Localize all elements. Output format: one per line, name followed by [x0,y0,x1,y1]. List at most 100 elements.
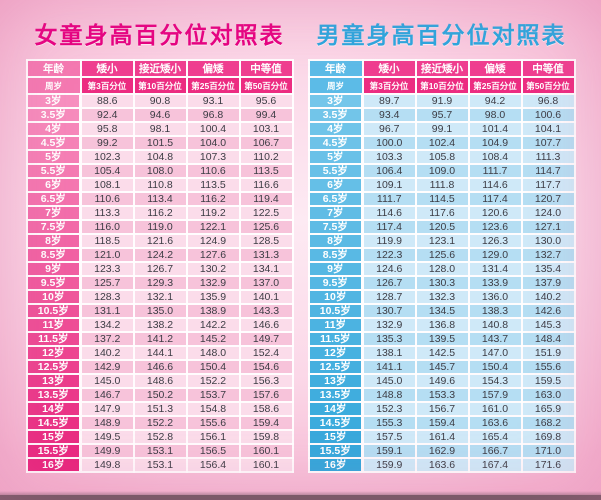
value-cell: 129.0 [467,247,523,263]
age-cell: 11岁 [25,317,82,333]
value-cell: 163.0 [520,387,576,403]
value-cell: 98.0 [467,107,523,123]
value-cell: 149.5 [79,429,135,445]
girls-row-5.5岁: 5.5岁 105.4 108.0 110.6 113.5 [25,163,294,179]
boys-row-3岁: 3岁 89.7 91.9 94.2 96.8 [307,93,576,109]
value-cell: 148.8 [361,387,417,403]
value-cell: 117.7 [520,177,576,193]
value-cell: 120.6 [467,205,523,221]
value-cell: 121.0 [79,247,135,263]
value-cell: 131.3 [238,247,294,263]
age-cell: 12岁 [25,345,82,361]
boys-row-6岁: 6岁 109.1 111.8 114.6 117.7 [307,177,576,193]
girls-row-14岁: 14岁 147.9 151.3 154.8 158.6 [25,401,294,417]
value-cell: 120.5 [414,219,470,235]
boys-percentile-header-row: 周岁 第3百分位 第10百分位 第25百分位 第50百分位 [307,76,576,95]
value-cell: 159.9 [361,457,417,473]
value-cell: 103.1 [238,121,294,137]
value-cell: 116.2 [132,205,188,221]
value-cell: 102.3 [79,149,135,165]
value-cell: 124.9 [185,233,241,249]
girls-row-13.5岁: 13.5岁 146.7 150.2 153.7 157.6 [25,387,294,403]
age-cell: 7.5岁 [25,219,82,235]
value-cell: 109.1 [361,177,417,193]
value-cell: 145.2 [185,331,241,347]
boys-row-16岁: 16岁 159.9 163.6 167.4 171.6 [307,457,576,473]
value-cell: 156.3 [238,373,294,389]
age-cell: 3.5岁 [307,107,364,123]
girls-p3-header-cell: 第3百分位 [79,76,135,95]
girls-row-7.5岁: 7.5岁 116.0 119.0 122.1 125.6 [25,219,294,235]
value-cell: 105.8 [414,149,470,165]
value-cell: 132.7 [520,247,576,263]
boys-row-5岁: 5岁 103.3 105.8 108.4 111.3 [307,149,576,165]
value-cell: 110.6 [79,191,135,207]
girls-row-10.5岁: 10.5岁 131.1 135.0 138.9 143.3 [25,303,294,319]
value-cell: 148.4 [520,331,576,347]
value-cell: 138.1 [361,345,417,361]
value-cell: 146.6 [132,359,188,375]
value-cell: 154.3 [467,373,523,389]
boys-p50-header-cell: 第50百分位 [520,76,576,95]
value-cell: 126.7 [132,261,188,277]
boys-row-5.5岁: 5.5岁 106.4 109.0 111.7 114.7 [307,163,576,179]
value-cell: 162.9 [414,443,470,459]
age-cell: 6岁 [307,177,364,193]
value-cell: 156.1 [185,429,241,445]
value-cell: 150.4 [185,359,241,375]
value-cell: 123.1 [414,233,470,249]
value-cell: 146.7 [79,387,135,403]
age-cell: 5岁 [307,149,364,165]
value-cell: 159.4 [238,415,294,431]
value-cell: 108.0 [132,163,188,179]
age-cell: 8岁 [25,233,82,249]
value-cell: 102.4 [414,135,470,151]
value-cell: 122.1 [185,219,241,235]
age-cell: 14.5岁 [307,415,364,431]
value-cell: 111.7 [361,191,417,207]
value-cell: 157.9 [467,387,523,403]
value-cell: 155.6 [185,415,241,431]
value-cell: 95.8 [79,121,135,137]
value-cell: 140.1 [238,289,294,305]
value-cell: 143.7 [467,331,523,347]
bottom-fade [0,491,601,495]
age-cell: 5.5岁 [25,163,82,179]
value-cell: 99.1 [414,121,470,137]
value-cell: 93.1 [185,93,241,109]
value-cell: 122.3 [361,247,417,263]
girls-panel: 女童身高百分位对照表 年龄 矮小 接近矮小 偏矮 中等值 周岁 第3百分位 第1… [25,8,294,473]
value-cell: 100.0 [361,135,417,151]
boys-row-13.5岁: 13.5岁 148.8 153.3 157.9 163.0 [307,387,576,403]
boys-row-4岁: 4岁 96.7 99.1 101.4 104.1 [307,121,576,137]
girls-row-7岁: 7岁 113.3 116.2 119.2 122.5 [25,205,294,221]
boys-row-11岁: 11岁 132.9 136.8 140.8 145.3 [307,317,576,333]
value-cell: 104.0 [185,135,241,151]
value-cell: 134.2 [79,317,135,333]
value-cell: 90.8 [132,93,188,109]
age-cell: 13岁 [25,373,82,389]
value-cell: 124.2 [132,247,188,263]
value-cell: 145.3 [520,317,576,333]
age-cell: 14.5岁 [25,415,82,431]
value-cell: 88.6 [79,93,135,109]
boys-row-9岁: 9岁 124.6 128.0 131.4 135.4 [307,261,576,277]
value-cell: 138.3 [467,303,523,319]
value-cell: 116.6 [238,177,294,193]
value-cell: 109.0 [414,163,470,179]
value-cell: 103.3 [361,149,417,165]
value-cell: 147.0 [467,345,523,361]
boys-age-unit-header-cell: 周岁 [307,76,364,95]
age-cell: 3.5岁 [25,107,82,123]
boys-average-header-cell: 中等值 [520,59,576,78]
girls-percentile-header-row: 周岁 第3百分位 第10百分位 第25百分位 第50百分位 [25,76,294,95]
value-cell: 126.7 [361,275,417,291]
value-cell: 114.6 [361,205,417,221]
value-cell: 114.5 [414,191,470,207]
value-cell: 94.6 [132,107,188,123]
value-cell: 153.1 [132,443,188,459]
age-cell: 8岁 [307,233,364,249]
girls-row-5岁: 5岁 102.3 104.8 107.3 110.2 [25,149,294,165]
age-cell: 8.5岁 [25,247,82,263]
